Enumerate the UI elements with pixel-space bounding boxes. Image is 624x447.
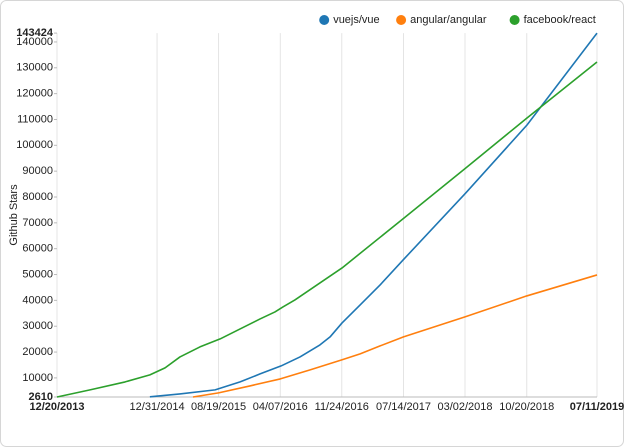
x-tick-label: 08/19/2015 [191, 401, 246, 413]
legend-marker [319, 15, 330, 25]
y-tick-label: 30000 [22, 320, 53, 332]
y-tick-label: 90000 [22, 165, 53, 177]
y-axis-title: Github Stars [8, 184, 20, 246]
x-tick-label: 12/20/2013 [29, 401, 84, 413]
legend-label: facebook/react [524, 14, 596, 26]
series-line [192, 274, 598, 398]
series-line [56, 61, 598, 398]
y-tick-label: 80000 [22, 191, 53, 203]
x-tick-label: 03/02/2018 [437, 401, 492, 413]
y-tick-label: 60000 [22, 243, 53, 255]
y-tick-label: 120000 [16, 88, 53, 100]
y-tick-label: 110000 [17, 113, 53, 125]
legend-label: angular/angular [410, 14, 487, 26]
y-tick-label: 143424 [16, 27, 54, 39]
legend-marker [509, 15, 520, 25]
x-tick-label: 11/24/2016 [315, 401, 369, 413]
series-line [149, 32, 598, 398]
y-tick-label: 130000 [16, 62, 53, 74]
legend-label: vuejs/vue [333, 14, 379, 26]
y-tick-label: 2610 [29, 391, 53, 403]
y-tick-label: 20000 [22, 346, 53, 358]
y-tick-label: 70000 [22, 217, 53, 229]
y-tick-label: 10000 [22, 372, 53, 384]
x-tick-label: 04/07/2016 [253, 401, 308, 413]
x-tick-label: 12/31/2014 [130, 401, 185, 413]
legend-marker [396, 15, 407, 25]
y-tick-label: 50000 [22, 268, 53, 280]
y-tick-label: 40000 [22, 294, 53, 306]
y-tick-label: 100000 [16, 139, 53, 151]
x-tick-label: 10/20/2018 [499, 401, 554, 413]
x-tick-label: 07/14/2017 [376, 401, 431, 413]
legend: vuejs/vue angular/angular facebook/react [319, 14, 596, 26]
x-tick-label: 07/11/2019 [570, 401, 624, 413]
y-tick-label: 140000 [16, 36, 53, 48]
